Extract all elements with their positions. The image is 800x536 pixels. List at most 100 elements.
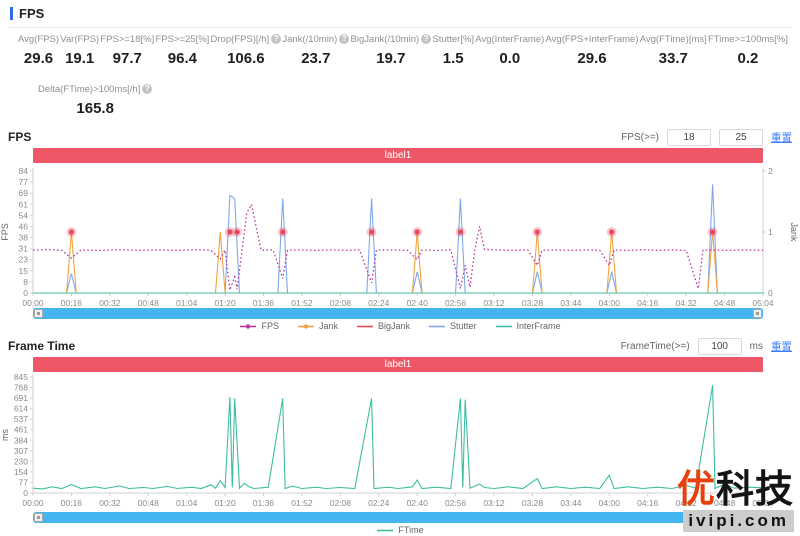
watermark: 优科技 ivipi.com [677,468,794,532]
watermark-brand: 优科技 [677,468,794,511]
svg-text:02:40: 02:40 [407,298,429,307]
legend-item-stutter[interactable]: Stutter [428,321,477,331]
svg-text:02:56: 02:56 [445,298,467,307]
legend-item-bigjank[interactable]: BigJank [356,321,410,331]
scrollbar-left-handle[interactable] [34,513,43,522]
fps-section-header: FPS FPS(>=) 重置 [8,128,792,146]
stat: Jank(/10min)? 23.7 [282,34,350,67]
svg-text:05:04: 05:04 [752,498,774,508]
frametime-section-title: Frame Time [8,339,76,353]
svg-text:FPS: FPS [0,223,10,241]
divider [8,27,792,28]
stat-value: 106.6 [227,50,265,67]
fps-threshold-low-input[interactable] [667,128,711,146]
legend-item-jank[interactable]: Jank [297,321,338,331]
svg-text:845: 845 [14,372,28,382]
svg-text:02:24: 02:24 [368,498,390,508]
svg-text:31: 31 [19,244,29,254]
stat: Avg(FPS+InterFrame) 29.6 [546,34,639,67]
legend-item-fps[interactable]: FPS [239,321,279,331]
frametime-threshold-input[interactable] [697,337,742,355]
stat: Avg(FPS) 29.6 [18,34,59,67]
frametime-threshold-controls: FrameTime(>=) ms 重置 [620,337,792,355]
svg-text:00:48: 00:48 [138,498,160,508]
svg-text:01:04: 01:04 [176,298,198,307]
stat: FPS>=18[%] 97.7 [100,34,154,67]
stat-label: FPS>=18[%] [100,34,155,45]
svg-text:03:28: 03:28 [522,298,544,307]
series-fps [32,202,764,291]
legend-label: Stutter [450,321,477,331]
stat-value: 19.1 [65,50,95,67]
frametime-chart-label-banner: label1 [33,357,763,372]
stat-label: Drop(FPS)[/h]? [211,34,282,45]
legend-label: InterFrame [516,321,561,331]
svg-text:ms: ms [0,429,10,441]
svg-text:154: 154 [14,467,28,477]
stat-label: Avg(InterFrame) [475,34,545,45]
stat-value: 23.7 [301,50,331,67]
svg-text:02:56: 02:56 [445,498,467,508]
fps-reset-link[interactable]: 重置 [771,131,792,144]
svg-text:537: 537 [14,414,28,424]
svg-text:02:24: 02:24 [368,298,390,307]
svg-text:1: 1 [768,227,773,237]
stat: FTime>=100ms[%] 0.2 [708,34,788,67]
legend-item-ftime[interactable]: FTime [376,525,424,535]
stat-value: 1.5 [442,50,464,67]
svg-text:46: 46 [19,221,29,231]
frametime-reset-link[interactable]: 重置 [771,340,792,353]
scrollbar-right-handle[interactable] [753,309,762,318]
stat: Avg(InterFrame) 0.0 [475,34,544,67]
svg-text:Jank: Jank [789,222,799,242]
page-header: FPS [10,6,44,21]
stat-label: Avg(FTime)[ms] [639,34,707,45]
svg-text:77: 77 [19,477,29,487]
watermark-site: ivipi.com [683,510,794,532]
svg-text:04:00: 04:00 [599,298,621,307]
title-accent-bar [10,7,13,20]
svg-text:01:20: 01:20 [214,498,236,508]
fps-chart-scrollbar[interactable] [33,308,763,319]
fps-threshold-high-input[interactable] [719,128,763,146]
stat-label: Jank(/10min)? [282,34,350,45]
legend-marker-icon [495,325,512,327]
svg-text:614: 614 [14,404,28,414]
series-ftime [32,385,764,490]
svg-text:15: 15 [19,266,29,276]
legend-marker-icon [356,325,373,327]
stat-label: BigJank(/10min)? [351,34,432,45]
svg-text:00:32: 00:32 [99,498,121,508]
help-icon[interactable]: ? [271,34,282,44]
stat-value: 29.6 [577,50,607,67]
stat-label: FTime>=100ms[%] [707,34,788,45]
svg-text:69: 69 [19,188,29,198]
legend-item-interframe[interactable]: InterFrame [495,321,561,331]
svg-text:461: 461 [14,425,28,435]
legend-marker-icon [240,323,257,329]
frametime-chart: 845 768 691 614 537 461 384 307 230 154 77 0 ms 00:00… [0,371,800,511]
stat-label: Stutter[%] [432,34,475,45]
watermark-brand-black: 科技 [715,468,794,511]
svg-text:04:00: 04:00 [599,498,621,508]
frametime-threshold-label: FrameTime(>=) [620,340,690,352]
svg-text:01:20: 01:20 [214,298,236,307]
svg-text:02:40: 02:40 [407,498,429,508]
frametime-chart-scrollbar[interactable] [33,512,763,523]
svg-text:01:36: 01:36 [253,298,275,307]
help-icon[interactable]: ? [142,84,153,94]
svg-text:00:32: 00:32 [99,298,121,307]
stat-label: Avg(FPS) [18,34,60,45]
frametime-chart-legend: FTime [0,525,800,535]
fps-chart-legend: FPS Jank BigJank Stutter InterFrame [0,321,800,331]
help-icon[interactable]: ? [339,34,350,44]
help-icon[interactable]: ? [421,34,432,44]
svg-text:04:16: 04:16 [637,498,659,508]
page-title: FPS [19,6,45,21]
svg-text:03:28: 03:28 [522,498,544,508]
scrollbar-left-handle[interactable] [34,309,43,318]
stat-value: 0.0 [499,50,521,67]
stat-value: 165.8 [76,100,114,117]
